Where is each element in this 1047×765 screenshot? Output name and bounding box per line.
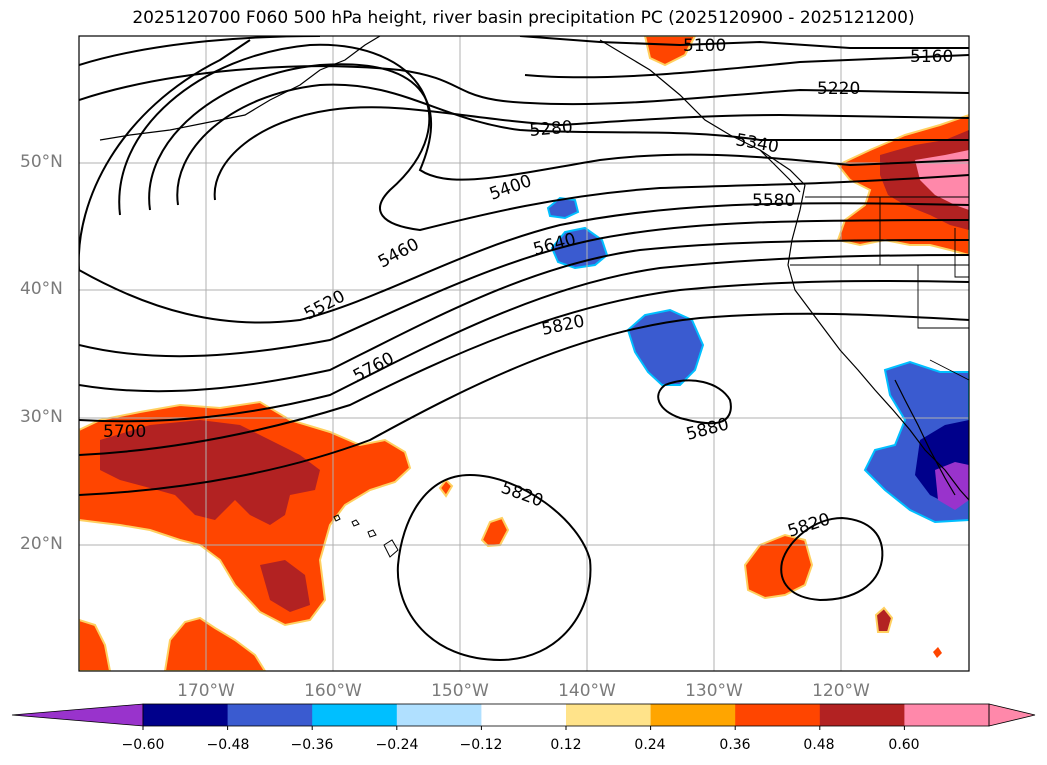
lon-label-130w: 130°W: [685, 681, 743, 701]
contour-label-5820-c: 5820: [785, 509, 832, 541]
colorbar-tick-label: −0.36: [290, 737, 334, 753]
colorbar-tick-label: 0.36: [719, 737, 751, 753]
contour-label-5280: 5280: [529, 117, 574, 141]
lat-label-30n: 30°N: [20, 407, 63, 427]
contour-5160: [79, 36, 969, 79]
contour-5640: [79, 239, 969, 393]
contour-5400: [148, 63, 969, 211]
graticule: [79, 36, 969, 671]
contour-label-5160: 5160: [910, 47, 953, 67]
colorbar-segment: [312, 704, 398, 726]
lat-label-40n: 40°N: [20, 279, 63, 299]
hawaii-big-island: [383, 539, 399, 558]
colorbar-segment: [481, 704, 567, 726]
lon-label-140w: 140°W: [558, 681, 616, 701]
colorbar-segment: [819, 704, 905, 726]
colorbar-segment: [650, 704, 736, 726]
colorbar-tick-label: −0.60: [121, 737, 165, 753]
colorbar-extend-left: [11, 703, 144, 727]
colorbar-tick-label: 0.48: [803, 737, 835, 753]
colorbar-tick-label: −0.12: [459, 737, 503, 753]
contour-label-5820-a: 5820: [540, 311, 586, 340]
contour-label-5700: 5700: [103, 422, 146, 442]
contour-label-5400: 5400: [487, 171, 534, 205]
contour-label-5460: 5460: [375, 234, 423, 272]
coast-baja: [894, 379, 956, 496]
plot-area: 5100 5160 5220 5280 5340 5400 5460 5520 …: [79, 36, 969, 671]
lon-label-170w: 170°W: [177, 681, 235, 701]
borders: [790, 196, 969, 381]
precip-blob-sw2: [163, 616, 267, 671]
colorbar-segment: [143, 704, 229, 726]
height-contours: [79, 36, 969, 662]
neg-blob-1: [546, 196, 580, 220]
contour-label-5220: 5220: [817, 79, 860, 99]
colorbar: [11, 703, 1036, 730]
coastlines: [99, 36, 969, 501]
contour-5820-loop-center: [396, 473, 592, 662]
plot-frame: [78, 35, 970, 672]
contour-5280: [213, 106, 969, 201]
precip-blob-se3: [933, 647, 942, 658]
contour-label-5760: 5760: [350, 348, 398, 386]
contour-5520: [79, 39, 969, 324]
contour-label-5340: 5340: [734, 130, 780, 157]
contour-5100: [519, 36, 969, 49]
colorbar-tick-label: −0.24: [375, 737, 419, 753]
precip-core-hawaii-2: [260, 560, 310, 612]
colorbar-tick-label: 0.60: [888, 737, 920, 753]
contour-5220: [79, 65, 969, 106]
contour-label-5100: 5100: [683, 36, 726, 56]
lat-label-20n: 20°N: [20, 534, 63, 554]
contour-label-5580: 5580: [752, 191, 795, 211]
contour-5820-north: [79, 312, 969, 496]
lat-label-50n: 50°N: [20, 152, 63, 172]
colorbar-tick-label: 0.24: [634, 737, 666, 753]
lon-label-160w: 160°W: [304, 681, 362, 701]
precip-blob-se: [743, 533, 814, 600]
colorbar-extend-right: [988, 703, 1036, 727]
islands: [333, 514, 399, 558]
precip-negative: [546, 196, 969, 524]
hawaii-oahu: [351, 519, 360, 527]
neg-blob-3: [626, 308, 705, 386]
colorbar-segment: [904, 704, 990, 726]
colorbar-segment: [566, 704, 652, 726]
hawaii-maui: [367, 529, 377, 538]
colorbar-tick-label: 0.12: [550, 737, 582, 753]
contour-5880: [657, 379, 732, 425]
colorbar-segment: [396, 704, 482, 726]
precip-blob-c1: [438, 478, 454, 498]
contour-5580: [79, 219, 969, 358]
precip-core-hawaii: [100, 420, 320, 525]
map-title: 2025120700 F060 500 hPa height, river ba…: [132, 8, 915, 28]
precip-shading: [79, 36, 969, 671]
colorbar-segment: [735, 704, 821, 726]
contour-label-5880: 5880: [684, 414, 731, 445]
contour-5820-loop-se: [780, 516, 884, 602]
contour-5760: [79, 279, 969, 456]
precip-blob-c2: [480, 516, 510, 548]
precip-blob-se2: [874, 606, 894, 633]
colorbar-segment: [227, 704, 313, 726]
hawaii-kauai: [333, 514, 341, 522]
contour-5340: [176, 83, 969, 206]
lon-label-150w: 150°W: [431, 681, 489, 701]
precip-blob-sw1: [79, 618, 112, 671]
contour-label-5520: 5520: [301, 286, 349, 324]
contour-5700: [79, 254, 969, 423]
coast-aleutians: [99, 36, 381, 141]
lon-label-120w: 120°W: [812, 681, 870, 701]
precip-pink-pnw: [915, 150, 969, 210]
contour-5460: [118, 43, 969, 232]
contour-label-5820-b: 5820: [498, 478, 545, 512]
coast-alaska-panhandle: [599, 39, 806, 186]
colorbar-tick-label: −0.48: [206, 737, 250, 753]
